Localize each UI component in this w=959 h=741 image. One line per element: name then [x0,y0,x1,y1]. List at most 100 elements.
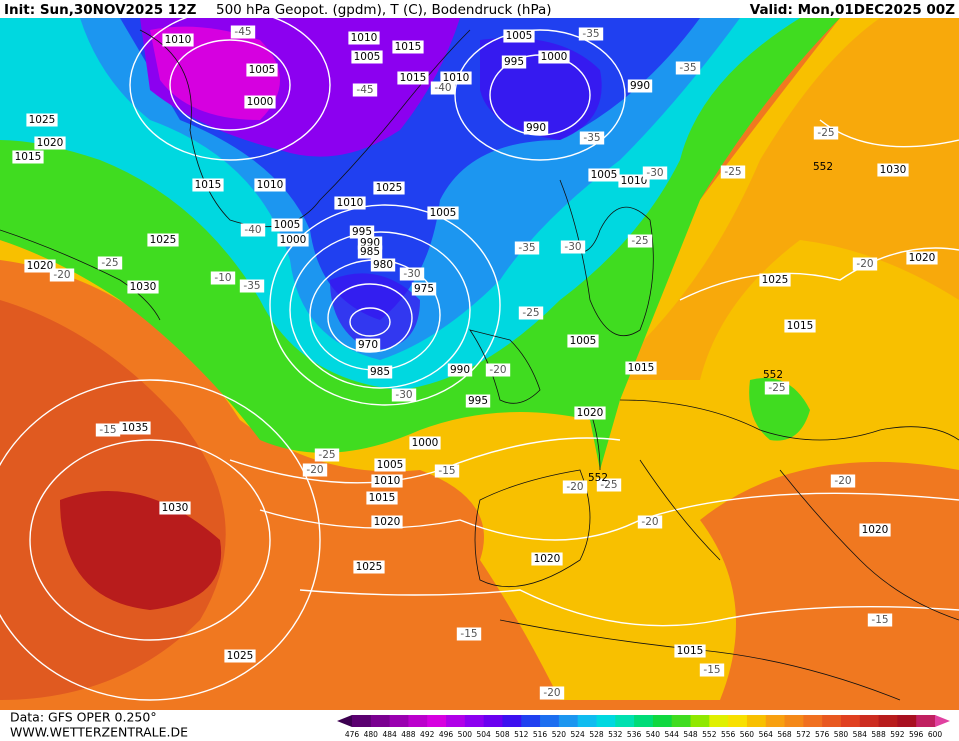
colorbar-swatch [634,715,654,727]
temperature-label: -20 [489,364,506,376]
temperature-label-box [485,363,511,377]
colorbar-swatch [784,715,804,727]
colorbar-swatch [897,715,917,727]
pressure-label-box [371,474,403,488]
pressure-label: 995 [504,56,524,68]
temperature-label-box [637,515,663,529]
temperature-label-box [434,464,460,478]
pressure-label: 1005 [249,64,276,76]
pressure-label-box [367,365,393,379]
colorbar-swatch [483,715,503,727]
pressure-label-box [244,95,276,109]
pressure-label-box [277,233,309,247]
temperature-label: -15 [460,628,477,640]
pressure-label-box [523,121,549,135]
temperature-label: -25 [522,307,539,319]
pressure-label: 1010 [351,32,378,44]
colorbar-label: 584 [853,730,868,739]
colorbar-swatch [822,715,842,727]
colorbar-swatch [859,715,880,727]
pressure-label: 1025 [227,650,254,662]
pressure-label-box [409,436,441,450]
temperature-label: -10 [214,272,231,284]
colorbar-label: 504 [476,730,491,739]
temperature-label-box [562,480,588,494]
pressure-label-box [271,218,303,232]
temperature-label: -30 [564,241,581,253]
temperature-label: -15 [99,424,116,436]
colorbar-label: 560 [740,730,755,739]
colorbar-swatch [803,715,823,727]
pressure-label: 1025 [29,114,56,126]
pressure-label-box [625,361,657,375]
temperature-label-box [675,61,701,75]
temperature-label: -20 [834,475,851,487]
colorbar: 476 480 484 488 492 496 500 504 508 512 516 520 524 5… [337,715,950,739]
temperature-label: -30 [395,389,412,401]
pressure-label: 1010 [165,34,192,46]
pressure-label: 1005 [377,459,404,471]
temperature-label: -35 [582,28,599,40]
temperature-label-box [627,234,653,248]
geopotential-label: 552 [763,369,783,381]
colorbar-swatch [558,715,579,727]
colorbar-swatch [746,715,767,727]
pressure-label: 1010 [621,175,648,187]
data-source: Data: GFS OPER 0.250° [10,710,157,725]
temperature-label-box [210,271,236,285]
pressure-label: 1020 [862,524,889,536]
temperature-label-box [391,388,417,402]
pressure-label: 1025 [376,182,403,194]
pressure-label: 1000 [412,437,439,449]
pressure-label: 1025 [150,234,177,246]
temperature-label: -35 [243,280,260,292]
pressure-label-box [147,233,179,247]
pressure-label-box [374,458,406,472]
colorbar-label: 480 [364,730,379,739]
pressure-label-box [427,206,459,220]
temperature-label: -35 [583,132,600,144]
temperature-label-box [240,223,266,237]
colorbar-swatch [671,715,692,727]
pressure-label: 990 [630,80,650,92]
temperature-label: -20 [641,516,658,528]
temperature-label-box [539,686,565,700]
temperature-label-box [764,381,790,395]
temperature-label-box [720,165,746,179]
pressure-label-box [224,649,256,663]
pressure-label-box [567,334,599,348]
pressure-label-box [397,71,429,85]
temperature-label: -20 [543,687,560,699]
field-dark-red [60,491,222,610]
temperature-label-box [578,27,604,41]
temperature-label: -35 [518,242,535,254]
pressure-label-box [501,55,527,69]
temperature-label-box [49,268,75,282]
pressure-label-box [246,63,278,77]
pressure-label-box [353,560,385,574]
pressure-label: 1025 [762,274,789,286]
pressure-label-box [254,178,286,192]
pressure-label: 1010 [257,179,284,191]
temperature-label-box [813,126,839,140]
pressure-label: 1020 [534,553,561,565]
temperature-label-box [456,627,482,641]
temperature-label: -20 [53,269,70,281]
field-green-cutoff [749,378,810,441]
temperature-label-box [518,306,544,320]
pressure-label: 1005 [274,219,301,231]
pressure-label: 1005 [591,169,618,181]
pressure-label-box [348,31,380,45]
pressure-label-box [627,79,653,93]
temperature-label: -20 [306,464,323,476]
colorbar-label: 476 [345,730,360,739]
pressure-label: 1030 [162,502,189,514]
temperature-label-box [830,474,856,488]
valid-time: Valid: Mon,01DEC2025 00Z [750,2,955,18]
pressure-label-box [759,273,791,287]
pressure-label: 1000 [247,96,274,108]
colorbar-swatch [427,715,447,727]
pressure-label: 1005 [354,51,381,63]
pressure-label-box [334,196,366,210]
